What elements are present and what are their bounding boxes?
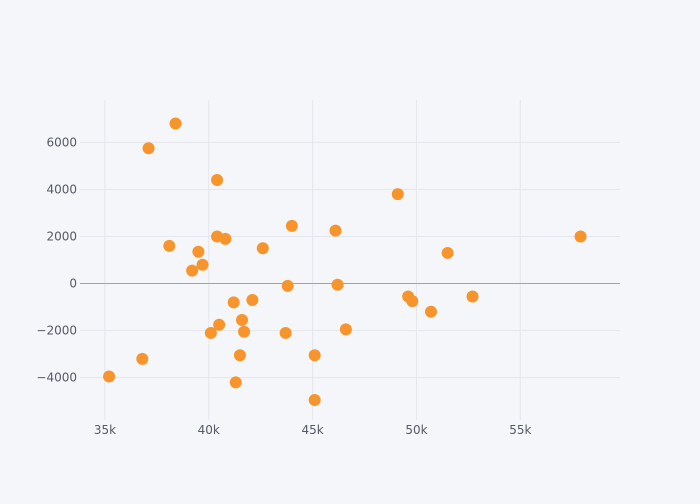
scatter-point [196, 258, 209, 271]
scatter-point [441, 246, 454, 259]
y-tick-labels: −4000 −2000 0 2000 4000 6000 [36, 135, 77, 384]
y-tick-label: 6000 [46, 135, 77, 149]
scatter-point [213, 318, 226, 331]
scatter-point [308, 394, 321, 406]
scatter-point [211, 174, 224, 186]
scatter-point [103, 370, 116, 383]
scatter-point [329, 224, 342, 237]
scatter-point [256, 242, 269, 255]
x-tick-labels: 35k 40k 45k 50k 55k [94, 423, 532, 437]
scatter-point [136, 352, 149, 365]
scatter-point [227, 296, 240, 309]
scatter-point [281, 279, 294, 292]
scatter-point [236, 314, 248, 326]
scatter-point [142, 142, 155, 155]
scatter-point [425, 305, 437, 318]
scatter-point [238, 325, 251, 338]
scatter-point [163, 239, 176, 252]
scatter-point [331, 278, 344, 291]
y-tick-label: 2000 [46, 229, 77, 243]
scatter-point [233, 349, 246, 362]
scatter-point [229, 376, 242, 389]
scatter-point [204, 326, 217, 339]
scatter-point [279, 326, 292, 339]
x-tick-label: 40k [198, 423, 220, 437]
scatter-point [192, 245, 205, 258]
y-tick-label: −4000 [36, 371, 77, 385]
y-tick-label: 0 [69, 277, 77, 291]
marks-layer [103, 117, 587, 406]
scatter-point [308, 349, 321, 362]
scatter-point [285, 219, 298, 232]
plot-area [80, 100, 620, 420]
x-tick-label: 35k [94, 423, 116, 437]
x-tick-label: 50k [405, 423, 427, 437]
scatter-point [169, 117, 182, 130]
x-tick-label: 45k [302, 423, 324, 437]
scatter-point [574, 230, 587, 243]
scatter-point [339, 323, 352, 336]
scatter-point [246, 294, 259, 306]
scatter-point [406, 295, 419, 308]
scatter-point [391, 188, 404, 201]
y-tick-label: 4000 [46, 182, 77, 196]
grid-layer [80, 100, 620, 420]
scatter-point [186, 264, 199, 277]
y-tick-label: −2000 [36, 324, 77, 338]
scatter-point [466, 290, 479, 303]
scatter-point [219, 232, 232, 245]
x-tick-label: 55k [509, 423, 531, 437]
